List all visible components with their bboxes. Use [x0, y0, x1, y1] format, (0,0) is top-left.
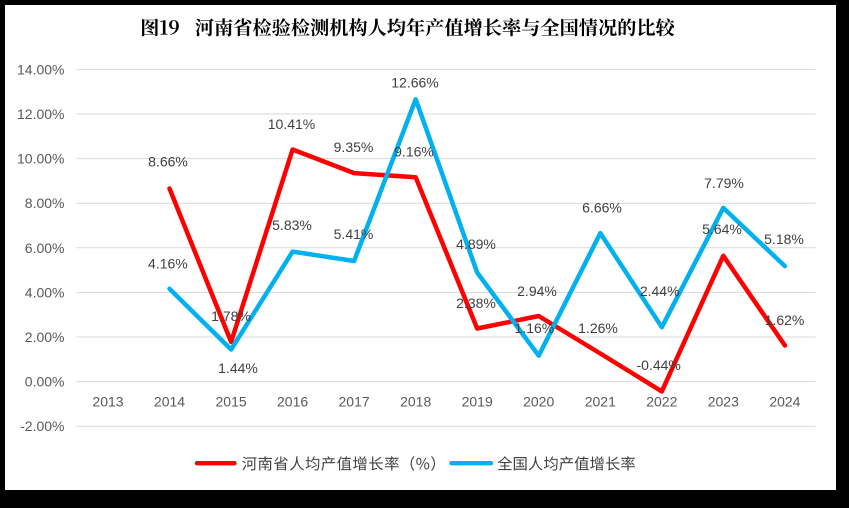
svg-text:5.41%: 5.41%: [334, 226, 374, 242]
svg-text:2018: 2018: [400, 393, 431, 409]
svg-text:2022: 2022: [646, 393, 677, 409]
svg-text:2.38%: 2.38%: [456, 295, 496, 311]
svg-text:8.00%: 8.00%: [25, 195, 65, 211]
svg-text:6.00%: 6.00%: [25, 240, 65, 256]
svg-text:14.00%: 14.00%: [17, 61, 64, 77]
svg-text:2020: 2020: [523, 393, 554, 409]
svg-text:2023: 2023: [708, 393, 739, 409]
svg-text:1.62%: 1.62%: [765, 312, 805, 328]
svg-text:1.16%: 1.16%: [515, 320, 555, 336]
svg-text:2.44%: 2.44%: [640, 283, 680, 299]
svg-text:2016: 2016: [277, 393, 308, 409]
svg-text:-0.44%: -0.44%: [637, 357, 681, 373]
svg-text:-2.00%: -2.00%: [20, 418, 64, 434]
svg-text:2021: 2021: [585, 393, 616, 409]
svg-text:12.00%: 12.00%: [17, 106, 64, 122]
svg-text:4.00%: 4.00%: [25, 284, 65, 300]
svg-text:2013: 2013: [92, 393, 123, 409]
svg-text:2024: 2024: [769, 393, 800, 409]
svg-text:10.00%: 10.00%: [17, 151, 64, 167]
svg-text:2015: 2015: [216, 393, 247, 409]
svg-text:2017: 2017: [339, 393, 370, 409]
svg-text:0.00%: 0.00%: [25, 374, 65, 390]
svg-text:10.41%: 10.41%: [268, 116, 315, 132]
svg-text:2.94%: 2.94%: [517, 283, 557, 299]
svg-text:2014: 2014: [154, 393, 185, 409]
svg-text:2.00%: 2.00%: [25, 329, 65, 345]
svg-text:5.64%: 5.64%: [702, 221, 742, 237]
svg-text:12.66%: 12.66%: [391, 75, 438, 91]
svg-text:1.78%: 1.78%: [211, 308, 251, 324]
svg-text:1.44%: 1.44%: [218, 360, 258, 376]
svg-text:8.66%: 8.66%: [148, 154, 188, 170]
svg-text:5.83%: 5.83%: [272, 217, 312, 233]
svg-text:9.16%: 9.16%: [394, 144, 434, 160]
svg-text:7.79%: 7.79%: [704, 175, 744, 191]
svg-text:5.18%: 5.18%: [764, 231, 804, 247]
svg-text:1.26%: 1.26%: [578, 320, 618, 336]
svg-text:9.35%: 9.35%: [334, 139, 374, 155]
svg-text:4.16%: 4.16%: [148, 256, 188, 272]
svg-text:4.89%: 4.89%: [456, 236, 496, 252]
svg-text:2019: 2019: [462, 393, 493, 409]
svg-text:6.66%: 6.66%: [582, 200, 622, 216]
